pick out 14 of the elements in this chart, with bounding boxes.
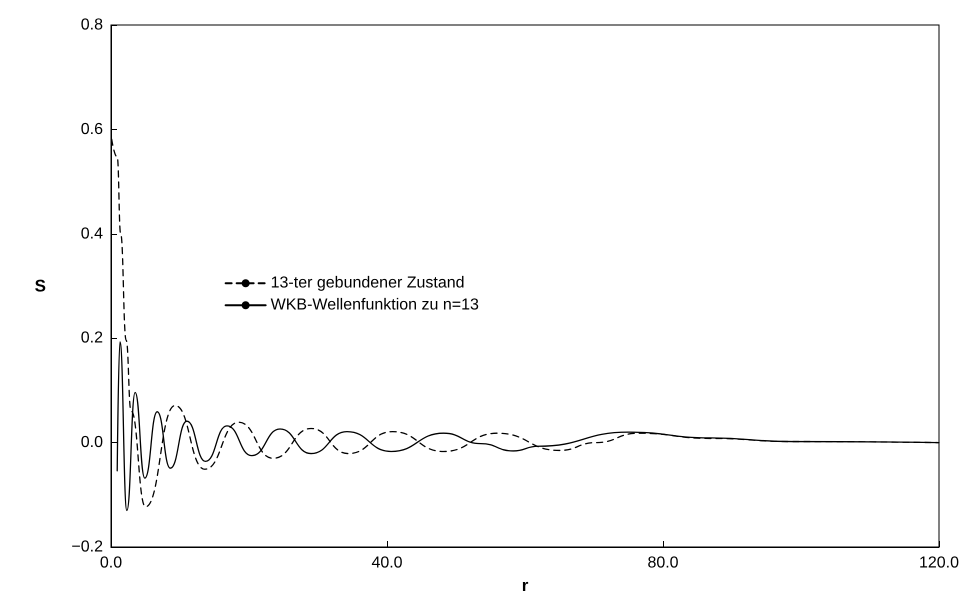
x-axis-title: r: [522, 576, 529, 595]
legend-label: 13-ter gebundener Zustand: [270, 274, 465, 292]
y-tick-label: 0.6: [80, 120, 104, 138]
legend-label: WKB-Wellenfunktion zu n=13: [270, 296, 479, 314]
y-tick-label: 0.8: [80, 16, 104, 34]
y-tick-label: −0.2: [71, 538, 104, 556]
x-tick-label: 120.0: [918, 554, 960, 572]
x-tick-label: 40.0: [371, 554, 403, 572]
y-tick-label: 0.0: [80, 434, 104, 452]
y-tick-label: 0.4: [80, 225, 104, 242]
x-tick-label: 80.0: [647, 554, 679, 572]
x-tick-label: 0.0: [100, 554, 122, 572]
y-axis-title: S: [34, 276, 46, 296]
y-tick-label: 0.2: [80, 330, 104, 347]
